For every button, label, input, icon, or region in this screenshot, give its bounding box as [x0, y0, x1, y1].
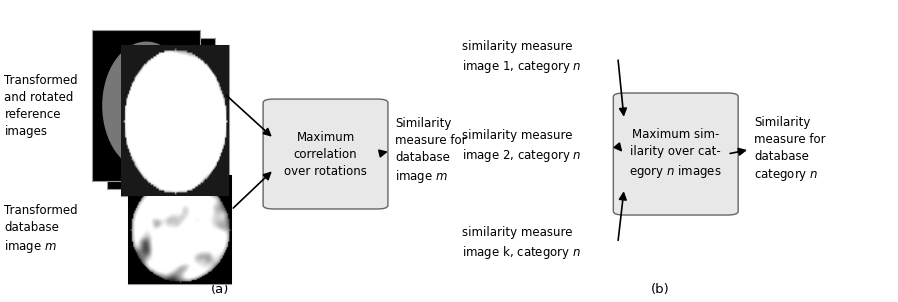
Text: similarity measure
image k, category $n$: similarity measure image k, category $n$	[462, 226, 581, 261]
Text: Similarity
measure for
database
image $m$: Similarity measure for database image $m…	[395, 117, 467, 185]
Ellipse shape	[102, 42, 190, 170]
Text: Maximum
correlation
over rotations: Maximum correlation over rotations	[284, 130, 367, 178]
Text: Transformed
and rotated
reference
images: Transformed and rotated reference images	[4, 74, 78, 138]
FancyBboxPatch shape	[263, 99, 388, 209]
Text: similarity measure
image 2, category $n$: similarity measure image 2, category $n$	[462, 129, 582, 164]
Bar	[128, 175, 232, 284]
Text: (a): (a)	[211, 283, 229, 296]
Text: (b): (b)	[651, 283, 669, 296]
Text: Transformed
database
image $m$: Transformed database image $m$	[4, 204, 78, 255]
Text: similarity measure
image 1, category $n$: similarity measure image 1, category $n$	[462, 40, 582, 75]
Bar	[121, 45, 229, 196]
Text: Maximum sim-
ilarity over cat-
egory $n$ images: Maximum sim- ilarity over cat- egory $n$…	[629, 128, 722, 180]
Bar	[107, 38, 215, 189]
FancyBboxPatch shape	[613, 93, 738, 215]
Ellipse shape	[117, 49, 205, 177]
Text: Similarity
measure for
database
category $n$: Similarity measure for database category…	[754, 116, 826, 183]
Bar	[92, 30, 200, 181]
